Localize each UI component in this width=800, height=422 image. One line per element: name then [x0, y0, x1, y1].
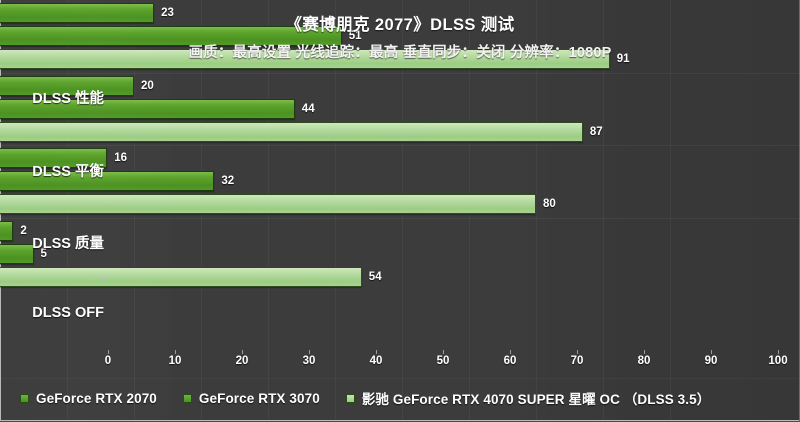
- bar-row: 80: [0, 194, 670, 215]
- bar-2-1[interactable]: [0, 26, 342, 47]
- y-axis-label-3: DLSS 质量: [32, 236, 104, 253]
- bar-value-label: 80: [543, 198, 556, 211]
- bar-row: 5: [0, 243, 670, 264]
- bar-value-label: 16: [114, 152, 127, 165]
- bar-1-4[interactable]: [0, 220, 14, 241]
- bar-row: 23: [0, 3, 670, 24]
- x-axis-tick: [108, 350, 109, 354]
- category-separator: [0, 72, 799, 74]
- category-separator: [0, 217, 799, 219]
- y-axis-label-2: DLSS 平衡: [32, 163, 104, 180]
- x-axis-tick: [711, 350, 712, 354]
- legend-label: 影驰 GeForce RTX 4070 SUPER 星曜 OC （DLSS 3.…: [361, 392, 711, 407]
- bar-2-2[interactable]: [0, 98, 295, 119]
- x-axis-tick: [644, 350, 645, 354]
- y-axis-tick: [102, 277, 108, 279]
- bar-2-3[interactable]: [0, 171, 215, 192]
- y-axis-label-4: DLSS OFF: [32, 304, 104, 321]
- bar-row: 44: [0, 98, 670, 119]
- x-axis-label-50: 50: [436, 355, 450, 367]
- bar-value-label: 20: [141, 79, 154, 92]
- x-axis-label-100: 100: [768, 355, 788, 367]
- bar-row: 91: [0, 49, 670, 70]
- chart-legend: GeForce RTX 2070 GeForce RTX 3070 影驰 GeFor…: [0, 386, 799, 410]
- bar-3-1[interactable]: [0, 49, 610, 70]
- x-axis-label-10: 10: [168, 355, 182, 367]
- x-axis-tick: [577, 350, 578, 354]
- bar-row: 87: [0, 121, 670, 142]
- gridline: [603, 0, 604, 421]
- x-axis-label-90: 90: [704, 355, 718, 367]
- bar-1-2[interactable]: [0, 75, 134, 96]
- x-axis-label-70: 70: [570, 355, 584, 367]
- legend-item-2[interactable]: GeForce RTX 3070: [182, 390, 320, 406]
- bar-value-label: 44: [301, 102, 315, 115]
- legend-label: GeForce RTX 3070: [198, 390, 320, 406]
- legend-swatch-icon: [20, 393, 29, 403]
- x-axis-label-20: 20: [235, 355, 249, 367]
- bar-value-label: 91: [616, 53, 630, 66]
- y-axis-tick: [102, 132, 108, 134]
- bar-value-label: 5: [40, 247, 47, 260]
- bar-value-label: 23: [161, 7, 174, 20]
- bar-row: 32: [0, 171, 670, 192]
- bar-row: 54: [0, 266, 670, 287]
- category-separator: [0, 145, 799, 146]
- legend-swatch-icon: [345, 393, 355, 403]
- bar-row: 2: [0, 220, 670, 241]
- chart-subtitle: 画质：最高设置 光线追踪：最高 垂直同步：关闭 分辨率：1080P: [188, 45, 612, 61]
- bar-value-label: 87: [589, 125, 603, 138]
- bar-2-4[interactable]: [0, 243, 34, 264]
- x-axis-label-80: 80: [637, 355, 651, 367]
- y-axis-tick: [102, 205, 108, 206]
- legend-divider: [0, 378, 799, 379]
- x-axis-tick: [443, 350, 444, 354]
- bar-value-label: 51: [348, 30, 362, 43]
- bar-row: 16: [0, 148, 670, 169]
- bar-3-4[interactable]: [0, 266, 362, 287]
- x-axis-tick: [242, 350, 243, 354]
- x-axis-label-60: 60: [503, 355, 517, 367]
- x-axis-tick: [376, 350, 377, 354]
- title-block: 《赛博朋克 2077》DLSS 测试 画质：最高设置 光线追踪：最高 垂直同步：…: [0, 11, 799, 62]
- bar-1-1[interactable]: [0, 3, 155, 24]
- x-axis-label-30: 30: [302, 355, 316, 367]
- legend-swatch-icon: [182, 393, 192, 403]
- x-axis-tick: [778, 350, 779, 354]
- legend-label: GeForce RTX 2070: [36, 390, 157, 406]
- bar-1-3[interactable]: [0, 148, 108, 169]
- bar-row: 20: [0, 75, 670, 96]
- x-axis-tick: [309, 350, 310, 354]
- bar-value-label: 54: [368, 270, 382, 283]
- y-axis-label-1: DLSS 性能: [32, 91, 104, 108]
- gridline: [670, 0, 671, 421]
- x-axis-tick: [510, 350, 511, 354]
- gridline: [536, 0, 537, 421]
- x-axis-tick: [175, 350, 176, 354]
- bar-3-2[interactable]: [0, 121, 583, 142]
- chart-title: 《赛博朋克 2077》DLSS 测试: [285, 16, 515, 34]
- bar-row: 51: [0, 26, 670, 47]
- bar-3-3[interactable]: [0, 194, 536, 215]
- bar-value-label: 32: [221, 175, 235, 188]
- bar-value-label: 2: [20, 224, 27, 237]
- x-axis-label-0: 0: [104, 355, 112, 367]
- x-axis-label-40: 40: [369, 355, 383, 367]
- legend-item-1[interactable]: GeForce RTX 2070: [20, 391, 157, 406]
- legend-item-3[interactable]: 影驰 GeForce RTX 4070 SUPER 星曜 OC （DLSS 3.…: [345, 388, 711, 408]
